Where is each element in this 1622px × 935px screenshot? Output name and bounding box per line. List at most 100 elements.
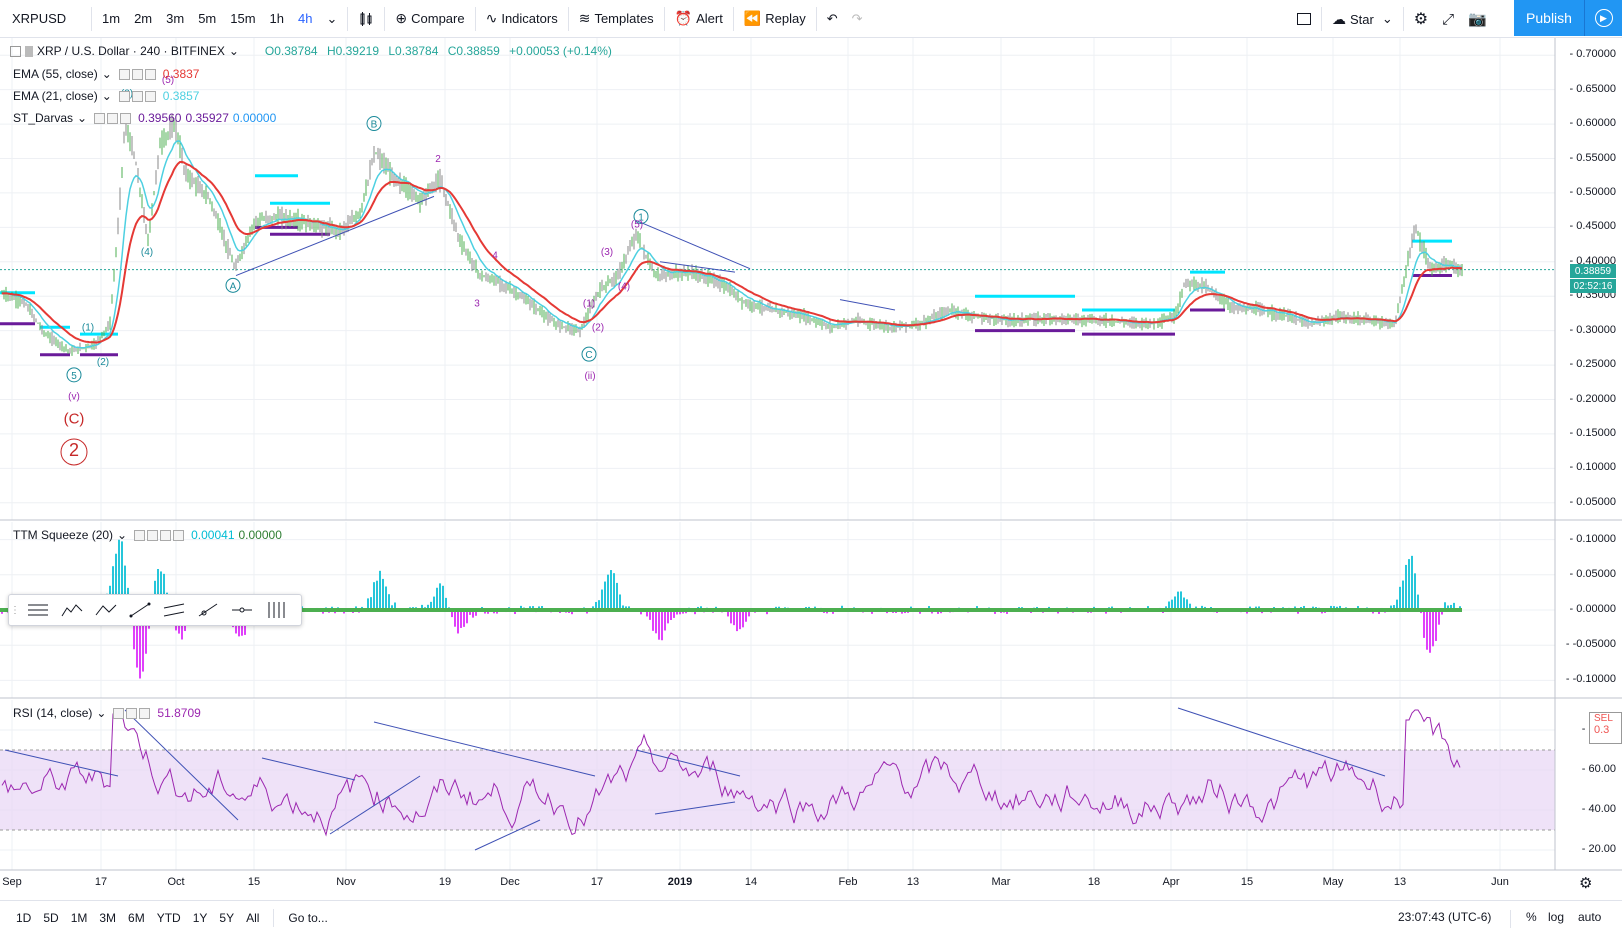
- chevron-down-icon[interactable]: ⌄: [101, 67, 112, 81]
- snapshot-button[interactable]: 📷: [1461, 0, 1494, 38]
- indicators-button[interactable]: ∿ Indicators: [479, 0, 565, 38]
- fullscreen-select-button[interactable]: [1290, 0, 1318, 38]
- interval-4h[interactable]: 4h: [291, 0, 319, 38]
- log-toggle[interactable]: log: [1548, 910, 1565, 924]
- elliott-impulse-tool[interactable]: [55, 595, 89, 625]
- indicator-controls[interactable]: [118, 68, 156, 80]
- interval-15m[interactable]: 15m: [223, 0, 262, 38]
- auto-toggle[interactable]: auto: [1578, 910, 1602, 924]
- undo-button[interactable]: ↶: [820, 0, 845, 38]
- gear-icon[interactable]: ⚙: [1579, 875, 1593, 892]
- indicator-controls[interactable]: [113, 707, 151, 719]
- horizontal-ray-tool[interactable]: [225, 595, 259, 625]
- ema55-legend[interactable]: EMA (55, close) ⌄ 0.3837: [13, 67, 199, 81]
- layout-name: Star: [1350, 11, 1374, 27]
- sell-widget[interactable]: SEL 0.3: [1589, 712, 1622, 744]
- range-1m[interactable]: 1M: [70, 911, 88, 925]
- gear-icon[interactable]: [131, 90, 143, 102]
- rsi-legend[interactable]: RSI (14, close) ⌄ 51.8709: [13, 706, 201, 720]
- time-axis[interactable]: Sep 17 Oct 15 Nov 19 Dec 17 2019 14 Feb 13 Mar 18 Apr 1…: [0, 876, 1560, 894]
- collapse-icon[interactable]: [10, 45, 21, 57]
- interval-label: 4h: [298, 11, 313, 26]
- gear-icon[interactable]: [107, 112, 119, 124]
- close-icon[interactable]: [144, 68, 156, 80]
- interval-1m[interactable]: 1m: [95, 0, 127, 38]
- settings-sliders-tool[interactable]: [259, 595, 293, 625]
- elliott-correction-tool[interactable]: [89, 595, 123, 625]
- chevron-down-icon[interactable]: ⌄: [228, 44, 239, 58]
- gear-icon[interactable]: [147, 529, 159, 541]
- goto-button[interactable]: Go to...: [288, 911, 328, 925]
- wave-label: 1: [638, 212, 644, 223]
- indicator-value: 0.00000: [238, 528, 282, 542]
- parallel-channel-tool[interactable]: [157, 595, 191, 625]
- pane-separators: [0, 38, 1622, 871]
- templates-button[interactable]: ≋ Templates: [572, 0, 661, 38]
- compare-button[interactable]: ⊕ Compare: [388, 0, 471, 38]
- ray-tool[interactable]: [191, 595, 225, 625]
- chevron-down-icon[interactable]: ⌄: [96, 706, 107, 720]
- alert-button[interactable]: ⏰ Alert: [668, 0, 730, 38]
- close-icon[interactable]: [139, 707, 151, 719]
- close-icon[interactable]: [144, 90, 156, 102]
- interval-3m[interactable]: 3m: [159, 0, 191, 38]
- wave-circle: [633, 208, 649, 224]
- trend-line-tool[interactable]: [123, 595, 157, 625]
- fullscreen-button[interactable]: ⤢: [1435, 0, 1461, 38]
- rsi-trend-line: [373, 721, 596, 777]
- interval-1h[interactable]: 1h: [263, 0, 291, 38]
- divider: [273, 909, 275, 927]
- interval-5m[interactable]: 5m: [191, 0, 223, 38]
- settings-button[interactable]: ⚙: [1407, 0, 1435, 38]
- range-6m[interactable]: 6M: [128, 911, 145, 925]
- publish-dropdown-button[interactable]: ▶: [1584, 0, 1622, 36]
- chart-type-button[interactable]: [351, 0, 381, 38]
- ema21-legend[interactable]: EMA (21, close) ⌄ 0.3857: [13, 89, 199, 103]
- replay-button[interactable]: ⏪ Replay: [737, 0, 813, 38]
- drag-handle[interactable]: ⋮: [10, 604, 20, 616]
- more-icon[interactable]: [160, 529, 172, 541]
- rsi-trend-line: [635, 749, 741, 777]
- main-legend: XRP / U.S. Dollar · 240 · BITFINEX ⌄ O0.…: [10, 44, 618, 58]
- interval-dropdown[interactable]: ⌄: [319, 0, 344, 38]
- range-1d[interactable]: 1D: [16, 911, 32, 925]
- indicator-value: 0.39560: [138, 111, 182, 125]
- range-1y[interactable]: 1Y: [192, 911, 208, 925]
- chevron-down-icon[interactable]: ⌄: [117, 528, 128, 542]
- main-title[interactable]: XRP / U.S. Dollar · 240 · BITFINEX: [37, 44, 225, 58]
- clock[interactable]: 23:07:43 (UTC-6): [1398, 910, 1492, 924]
- eye-icon[interactable]: [94, 112, 106, 124]
- close-icon[interactable]: [120, 112, 132, 124]
- gear-icon[interactable]: [126, 707, 138, 719]
- indicator-controls[interactable]: [94, 112, 132, 124]
- hline-icon: [232, 607, 252, 613]
- redo-button[interactable]: ↷: [845, 0, 870, 38]
- darvas-legend[interactable]: ST_Darvas ⌄ 0.39560 0.35927 0.00000: [13, 111, 276, 125]
- candles-icon: [360, 11, 372, 26]
- range-all[interactable]: All: [246, 911, 260, 925]
- chevron-down-icon[interactable]: ⌄: [101, 89, 112, 103]
- chevron-down-icon[interactable]: ⌄: [77, 111, 88, 125]
- interval-2m[interactable]: 2m: [127, 0, 159, 38]
- range-3m[interactable]: 3M: [99, 911, 117, 925]
- eye-icon[interactable]: [118, 90, 130, 102]
- layout-button[interactable]: ☁ Star ⌄: [1325, 0, 1400, 38]
- eye-icon[interactable]: [134, 529, 146, 541]
- sell-label: SEL: [1594, 713, 1613, 724]
- percent-toggle[interactable]: %: [1526, 910, 1537, 924]
- eye-icon[interactable]: [118, 68, 130, 80]
- squeeze-legend[interactable]: TTM Squeeze (20) ⌄ 0.00041 0.00000: [13, 528, 282, 542]
- symbol-search[interactable]: XRPUSD: [0, 0, 88, 38]
- indicator-controls[interactable]: [118, 90, 156, 102]
- range-ytd[interactable]: YTD: [156, 911, 181, 925]
- range-5d[interactable]: 5D: [43, 911, 59, 925]
- publish-button[interactable]: Publish: [1514, 0, 1584, 36]
- chart-canvas[interactable]: (1)(2)(3)(4)(5)5(v)(C)2ABC1234(3)(4)(5)(…: [0, 0, 1622, 900]
- gear-icon[interactable]: [131, 68, 143, 80]
- horizontal-lines-tool[interactable]: [21, 595, 55, 625]
- range-5y[interactable]: 5Y: [219, 911, 235, 925]
- symbol-label: XRPUSD: [12, 11, 67, 26]
- close-icon[interactable]: [173, 529, 185, 541]
- indicator-controls[interactable]: [134, 529, 185, 541]
- eye-icon[interactable]: [113, 707, 125, 719]
